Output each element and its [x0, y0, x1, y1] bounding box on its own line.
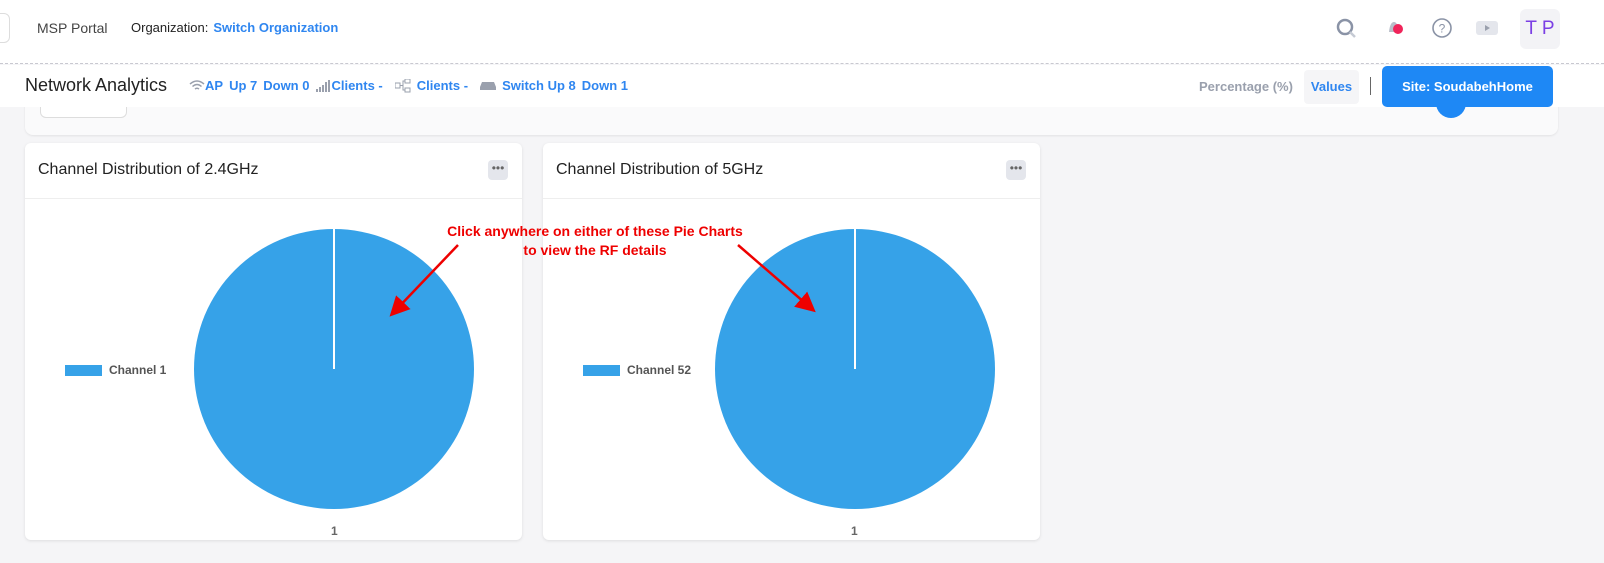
channel-24ghz-card[interactable]: Channel Distribution of 2.4GHz ••• Chann…	[25, 143, 522, 540]
page-title: Network Analytics	[25, 75, 168, 95]
card-divider	[543, 198, 1040, 199]
search-icon[interactable]	[1335, 17, 1357, 39]
divider	[1370, 77, 1371, 95]
percentage-toggle[interactable]: Percentage (%)	[1199, 79, 1293, 94]
card-divider	[25, 198, 522, 199]
data-label: 1	[851, 524, 858, 538]
wifi-icon	[189, 79, 205, 90]
ap-down[interactable]: Down 0	[263, 78, 310, 93]
card-title: Channel Distribution of 2.4GHz	[38, 161, 259, 178]
ap-label: AP	[205, 78, 224, 93]
data-label: 1	[331, 524, 338, 538]
video-icon[interactable]	[1476, 17, 1498, 39]
avatar[interactable]: T P	[1520, 9, 1560, 49]
switch-up[interactable]: Switch Up 8	[502, 78, 576, 93]
top-bar: MSP Portal Organization: Switch Organizat…	[0, 0, 1604, 64]
network-stats: AP Up 7 Down 0 Clients - Clients - Switc…	[189, 78, 628, 93]
bell-icon[interactable]	[1384, 17, 1406, 39]
card-title: Channel Distribution of 5GHz	[556, 161, 764, 178]
organization: Organization: Switch Organization	[131, 20, 338, 35]
ap-up[interactable]: Up 7	[229, 78, 258, 93]
msp-portal-link[interactable]: MSP Portal	[37, 20, 108, 36]
legend-item[interactable]: Channel 1	[65, 363, 166, 377]
more-options-icon[interactable]: •••	[488, 160, 508, 180]
help-icon[interactable]: ?	[1431, 17, 1453, 39]
legend-item[interactable]: Channel 52	[583, 363, 691, 377]
legend-swatch	[65, 364, 102, 376]
site-selector-button[interactable]: Site: SoudabehHome	[1382, 66, 1553, 107]
channel-5ghz-card[interactable]: Channel Distribution of 5GHz ••• Channel…	[543, 143, 1040, 540]
menu-button[interactable]	[0, 13, 10, 43]
site-selector-tail	[1436, 100, 1466, 118]
legend-label: Channel 52	[627, 363, 692, 377]
legend-swatch	[583, 364, 620, 376]
svg-text:?: ?	[1439, 22, 1446, 36]
legend-label: Channel 1	[109, 363, 167, 377]
signal-icon	[316, 79, 331, 92]
switch-icon	[480, 81, 497, 90]
values-toggle[interactable]: Values	[1304, 70, 1359, 104]
switch-down[interactable]: Down 1	[581, 78, 628, 93]
switch-organization-link[interactable]: Switch Organization	[213, 20, 339, 35]
org-label: Organization:	[131, 20, 209, 35]
network-topology-icon	[394, 78, 411, 92]
wireless-clients[interactable]: Clients -	[331, 78, 383, 93]
annotation-text: Click anywhere on either of these Pie Ch…	[447, 223, 743, 258]
wired-clients[interactable]: Clients -	[416, 78, 469, 93]
more-options-icon[interactable]: •••	[1006, 160, 1026, 180]
sub-header: Network Analytics AP Up 7 Down 0 Clients…	[0, 65, 1604, 107]
